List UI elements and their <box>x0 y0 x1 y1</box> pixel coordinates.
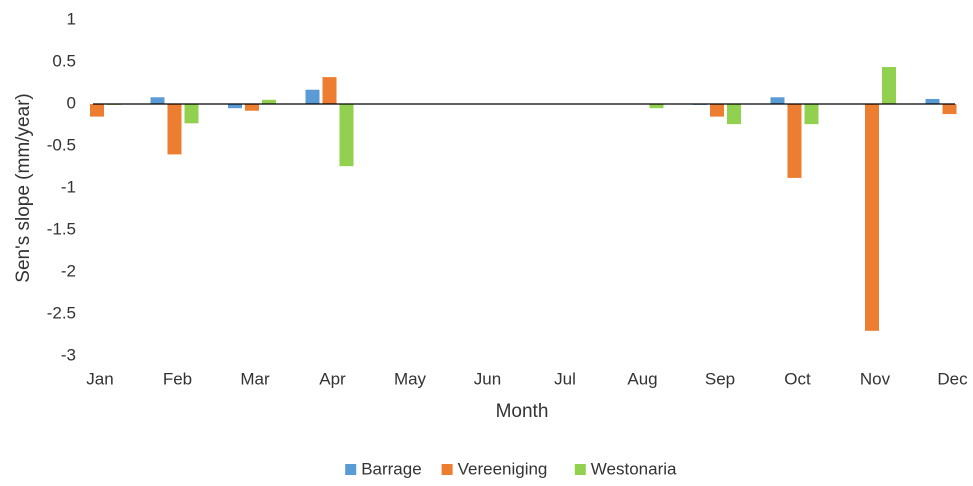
y-tick-label: -1 <box>61 177 76 196</box>
bar <box>925 98 940 104</box>
x-tick-label: Jan <box>86 369 113 388</box>
legend-label: Barrage <box>361 459 421 478</box>
bar <box>727 104 741 125</box>
legend-label: Vereeniging <box>458 459 548 478</box>
x-tick-label: Jul <box>554 369 576 388</box>
y-tick-label: 0 <box>67 93 76 112</box>
bar <box>649 104 664 109</box>
bar <box>262 99 276 104</box>
bar <box>339 104 354 167</box>
x-tick-label: Oct <box>784 369 811 388</box>
y-tick-label: -2 <box>61 261 76 280</box>
bar <box>322 77 337 104</box>
legend-swatch <box>441 464 453 475</box>
x-axis-title: Month <box>496 401 549 422</box>
x-tick-label: Jun <box>474 369 501 388</box>
y-axis-title: Sen's slope (mm/year) <box>13 93 34 282</box>
bar <box>787 104 802 178</box>
bar <box>167 104 182 155</box>
y-tick-label: 0.5 <box>52 51 76 70</box>
bar <box>710 104 724 117</box>
legend-swatch <box>345 464 357 475</box>
x-tick-label: Mar <box>240 369 270 388</box>
y-tick-label: -3 <box>61 345 76 364</box>
x-tick-label: Apr <box>319 369 346 388</box>
y-tick-label: 1 <box>67 9 76 28</box>
x-tick-label: Feb <box>163 369 192 388</box>
bar <box>245 104 259 111</box>
y-tick-label: -0.5 <box>47 135 76 154</box>
legend-label: Westonaria <box>591 459 677 478</box>
x-tick-label: May <box>394 369 427 388</box>
x-tick-label: Nov <box>860 369 891 388</box>
bar <box>305 89 320 104</box>
bar <box>150 97 165 104</box>
legend-swatch <box>574 464 586 475</box>
bar <box>770 97 785 104</box>
bar <box>184 104 199 124</box>
x-tick-label: Dec <box>937 369 968 388</box>
bar <box>228 104 242 109</box>
x-tick-label: Aug <box>627 369 657 388</box>
x-tick-label: Sep <box>705 369 735 388</box>
bar <box>882 67 896 104</box>
bar <box>804 104 819 125</box>
y-tick-label: -2.5 <box>47 303 76 322</box>
bar <box>942 104 957 115</box>
bar <box>865 104 879 331</box>
bar <box>90 104 104 117</box>
y-tick-label: -1.5 <box>47 219 76 238</box>
